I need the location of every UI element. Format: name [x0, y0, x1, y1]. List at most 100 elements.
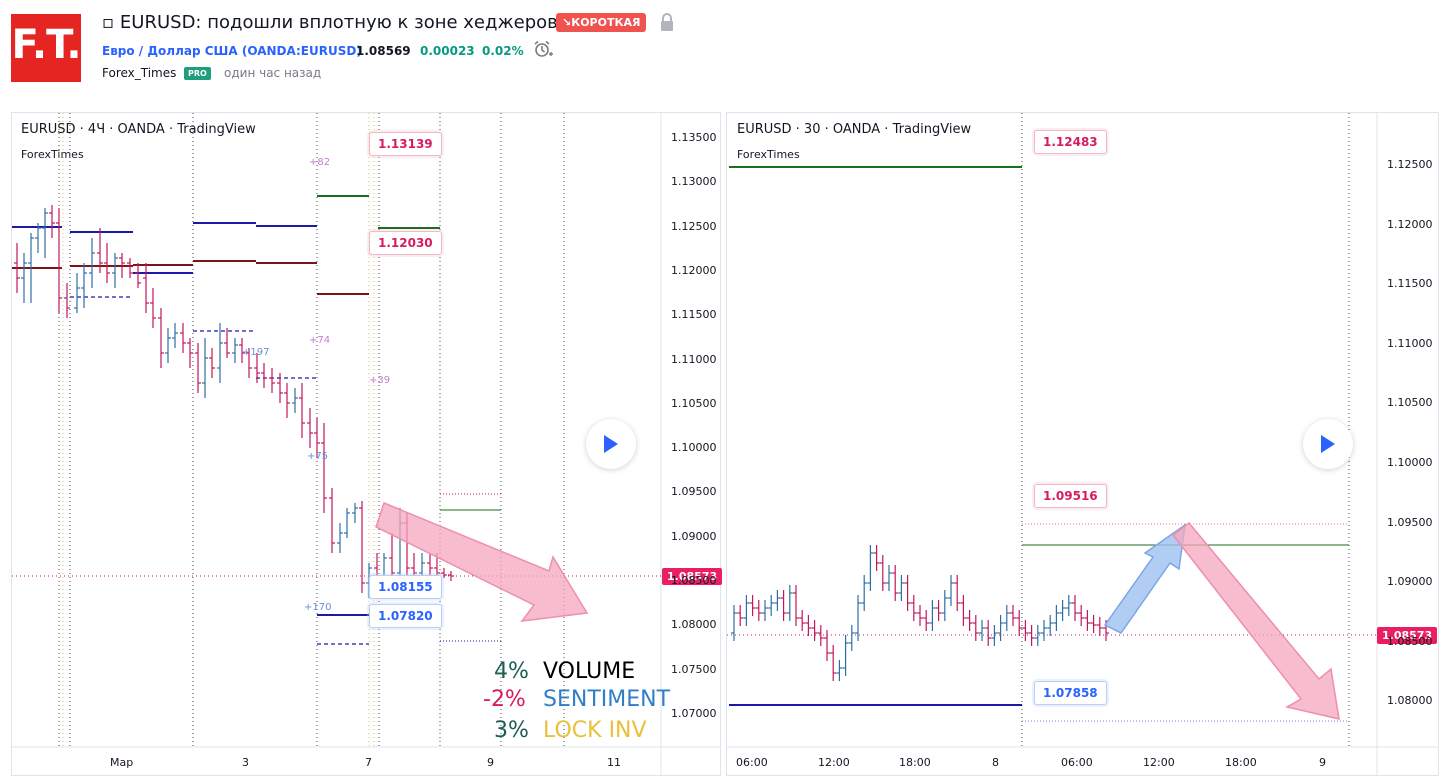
price-bar — [1072, 595, 1078, 621]
price-axis-label: 1.09000 — [1387, 575, 1433, 589]
price-bar — [284, 383, 290, 418]
stat-sentiment-value: -2% — [483, 687, 526, 712]
price-bar — [892, 565, 899, 601]
price-bar — [389, 533, 395, 578]
price-callout-mid[interactable]: 1.09516 — [1034, 484, 1107, 508]
price-bar — [232, 338, 238, 363]
price-axis-label: 1.12000 — [1387, 217, 1433, 231]
chart-pane-30m[interactable]: EURUSD · 30 · OANDA · TradingView ForexT… — [726, 112, 1439, 776]
price-bar — [867, 545, 874, 591]
price-bar — [165, 328, 171, 363]
price-bar — [786, 585, 793, 621]
time-axis-label: 7 — [365, 756, 372, 769]
price-bar — [1028, 625, 1035, 646]
price-bar — [917, 605, 923, 626]
price-axis-label: 1.08000 — [1387, 694, 1433, 708]
brand-logo[interactable]: F.T. — [11, 14, 82, 82]
price-bar — [292, 388, 298, 413]
price-callout-low-2[interactable]: 1.07820 — [369, 604, 442, 628]
price-bar — [768, 595, 775, 616]
price-callout-mid[interactable]: 1.12030 — [369, 231, 442, 255]
price-bar — [935, 600, 942, 621]
price-bar — [329, 488, 335, 553]
price-bar — [150, 288, 156, 328]
price-bar — [187, 338, 193, 368]
price-callout-low[interactable]: 1.07858 — [1034, 681, 1107, 705]
price-bar — [929, 600, 936, 631]
price-axis-label: 1.09000 — [671, 529, 717, 543]
price-bar — [972, 615, 979, 641]
price-bar — [21, 253, 27, 303]
current-price-tag: 1.08573 — [1377, 627, 1438, 644]
alarm-clock-icon[interactable] — [533, 40, 553, 60]
price-bar — [979, 620, 985, 641]
price-bar — [749, 595, 756, 616]
price-bar — [427, 553, 433, 578]
price-bar — [879, 555, 886, 591]
stat-sentiment-label: SENTIMENT — [543, 687, 671, 712]
price-bar — [1041, 620, 1047, 641]
price-bar — [997, 615, 1004, 641]
short-badge: ↘КОРОТКАЯ — [556, 13, 647, 32]
price-bar — [910, 595, 917, 621]
chart-sublegend: ForexTimes — [737, 148, 800, 161]
price-bar — [817, 625, 824, 646]
price-bar — [337, 523, 343, 553]
price-axis-label: 1.13000 — [671, 175, 717, 189]
price-bar — [954, 575, 961, 611]
price-bar — [941, 590, 948, 621]
price-axis-label: 1.13500 — [671, 131, 717, 144]
price-bar — [855, 595, 861, 641]
play-button[interactable] — [586, 419, 636, 469]
price-bar — [991, 625, 998, 646]
price-bar — [119, 253, 125, 278]
marker-label: +82 — [309, 157, 331, 168]
price-bar — [898, 575, 905, 601]
price-bar — [960, 595, 967, 626]
time-axis-label: 9 — [1319, 756, 1326, 769]
price-axis-label: 1.11000 — [1387, 336, 1433, 350]
price-callout-top[interactable]: 1.12483 — [1034, 130, 1107, 154]
price-bar — [836, 660, 843, 681]
chart-sublegend: ForexTimes — [21, 148, 84, 161]
price-bar — [307, 408, 313, 448]
price-axis-label: 1.07000 — [671, 706, 717, 720]
price-bar — [14, 243, 20, 293]
author-name[interactable]: Forex_Times — [102, 66, 177, 80]
price-bar — [135, 263, 141, 288]
stat-volume-value: 4% — [494, 659, 529, 684]
price-callout-low-1[interactable]: 1.08155 — [369, 575, 442, 599]
price-bar — [805, 615, 812, 636]
price-axis-label: 1.12000 — [671, 263, 717, 277]
idea-title: ▫ EURUSD: подошли вплотную к зоне хеджер… — [102, 12, 564, 33]
price-bar — [74, 273, 80, 313]
symbol-link[interactable]: Евро / Доллар США (OANDA:EURUSD) — [102, 44, 362, 58]
marker-label: +75 — [307, 451, 329, 462]
time-axis-label: Мар — [110, 756, 134, 769]
marker-label: +39 — [369, 375, 391, 386]
price-bar — [966, 610, 973, 631]
price-bar — [1003, 605, 1010, 631]
logo-text: F.T. — [11, 22, 81, 68]
price-bar — [737, 605, 744, 626]
marker-label: +74 — [309, 335, 331, 346]
time-axis-label: 06:00 — [1061, 756, 1093, 769]
time-axis-label: 18:00 — [1225, 756, 1257, 769]
time-axis-label: 9 — [487, 756, 494, 769]
price-bar — [1090, 615, 1097, 633]
price-bar — [904, 575, 911, 611]
price-bar — [217, 323, 223, 383]
price-axis-label: 1.12500 — [671, 219, 717, 233]
chart-pane-4h[interactable]: EURUSD · 4Ч · OANDA · TradingView ForexT… — [11, 112, 723, 776]
price-bar — [49, 205, 55, 238]
current-price-tag: 1.08573 — [662, 568, 723, 585]
price-bar — [1034, 625, 1041, 646]
play-button[interactable] — [1303, 419, 1353, 469]
pro-badge: PRO — [184, 67, 211, 80]
stat-lockinv-value: 3% — [494, 718, 529, 743]
price-callout-top[interactable]: 1.13139 — [369, 132, 442, 156]
price-bar — [246, 348, 252, 378]
price-bar — [42, 208, 48, 258]
price-axis-label: 1.07500 — [671, 662, 717, 676]
play-icon — [604, 435, 618, 453]
